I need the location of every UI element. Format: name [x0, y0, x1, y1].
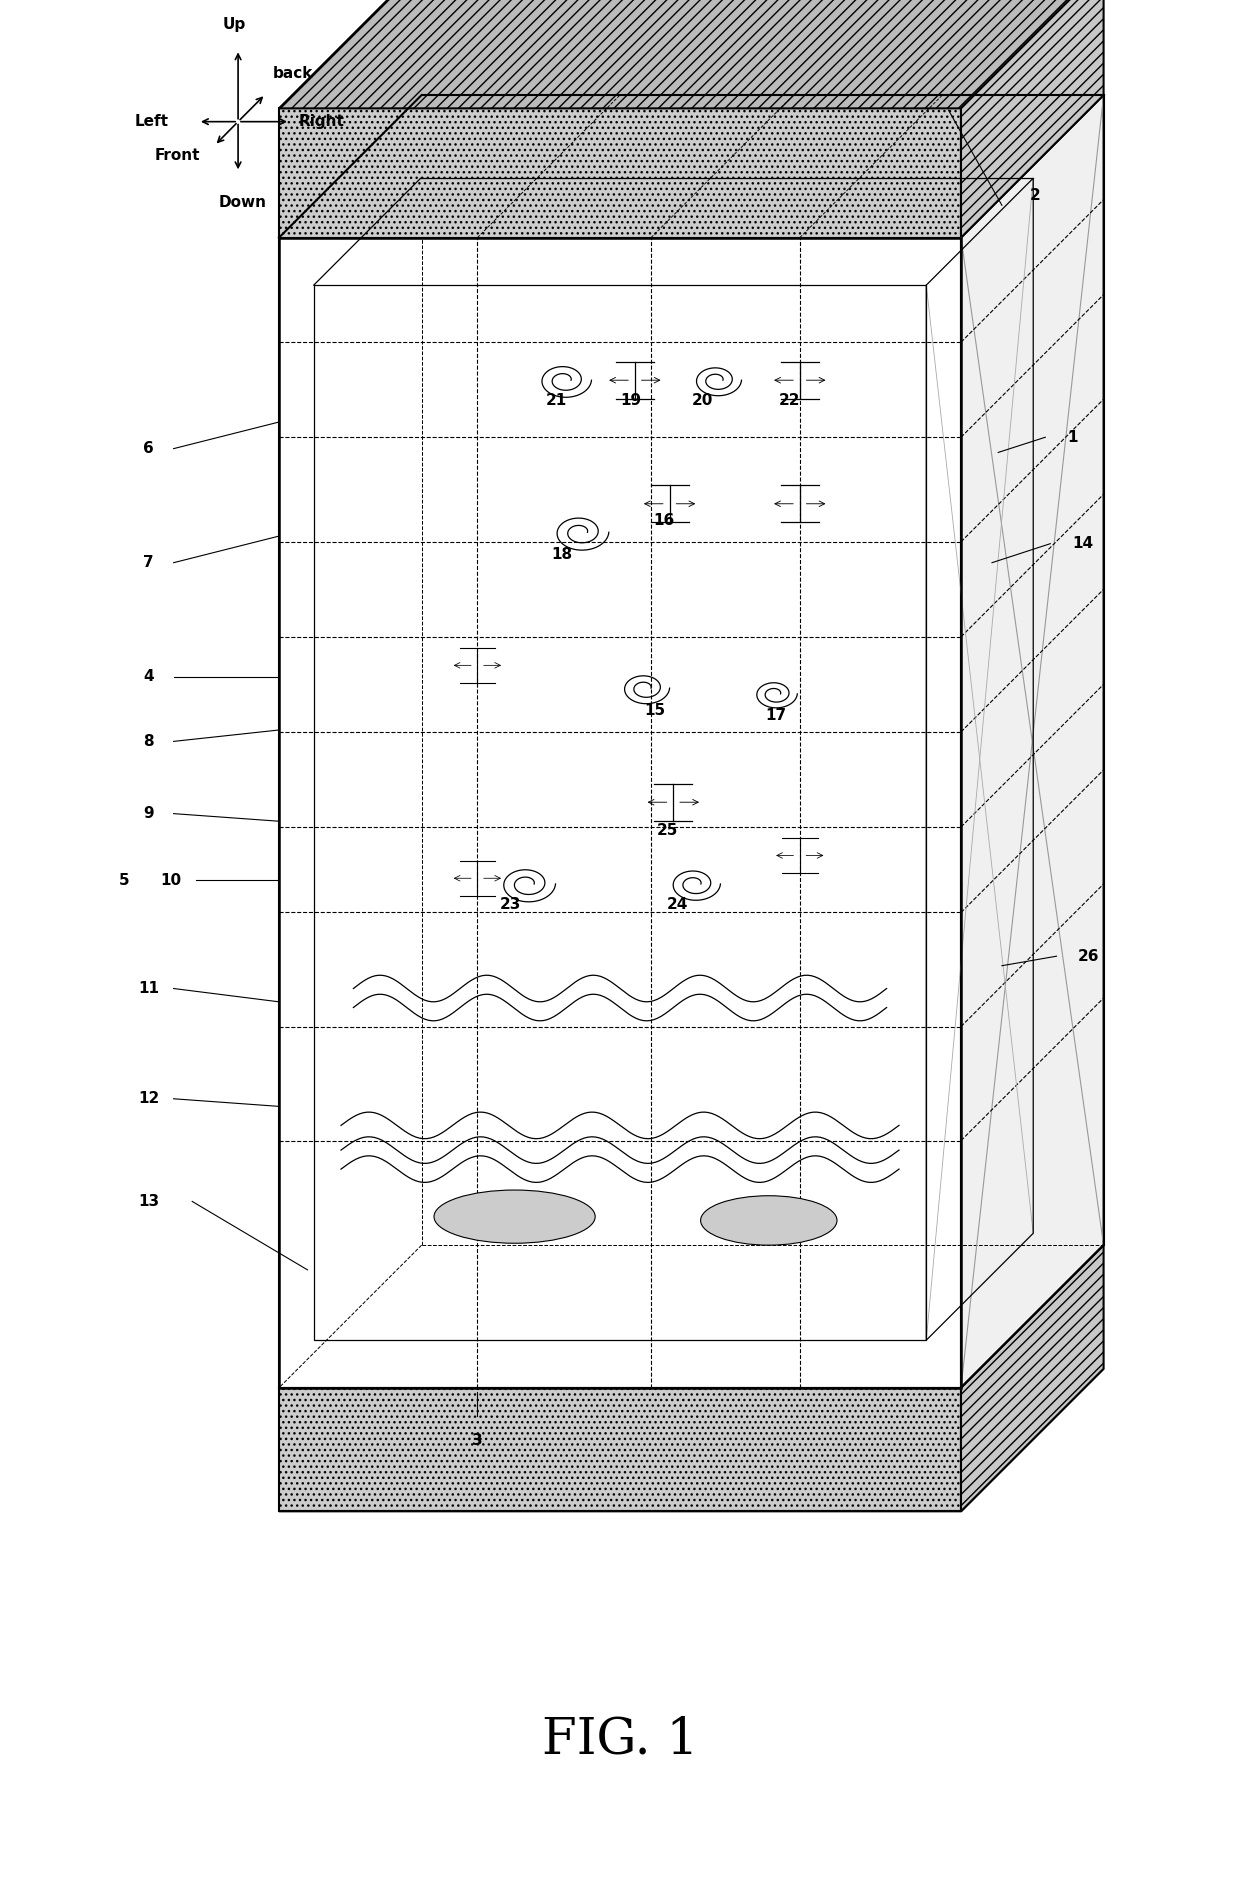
Text: Left: Left: [134, 114, 169, 129]
Text: 4: 4: [144, 669, 154, 684]
Bar: [279, 238, 961, 1388]
Text: 26: 26: [1078, 949, 1100, 964]
Text: 23: 23: [500, 897, 521, 912]
Text: Up: Up: [223, 17, 246, 32]
Text: 17: 17: [765, 709, 786, 724]
Text: 25: 25: [657, 823, 678, 838]
Text: 20: 20: [692, 394, 713, 409]
Text: 3: 3: [472, 1433, 482, 1449]
Text: 8: 8: [144, 734, 154, 749]
Text: 1: 1: [1068, 430, 1078, 445]
Polygon shape: [961, 1245, 1104, 1511]
Text: 14: 14: [1071, 536, 1094, 551]
Text: 5: 5: [119, 873, 129, 888]
Text: 24: 24: [667, 897, 688, 912]
Text: Front: Front: [155, 148, 200, 163]
Text: FIG. 1: FIG. 1: [542, 1715, 698, 1764]
Text: 18: 18: [552, 547, 573, 563]
Polygon shape: [279, 0, 1104, 108]
Text: 7: 7: [144, 555, 154, 570]
Polygon shape: [279, 1369, 1104, 1511]
Text: 9: 9: [144, 806, 154, 821]
Text: 10: 10: [160, 873, 182, 888]
Bar: [279, 238, 961, 1388]
Text: 2: 2: [1030, 188, 1040, 203]
Polygon shape: [279, 108, 961, 238]
Text: 22: 22: [779, 394, 800, 409]
Text: back: back: [273, 67, 314, 82]
Text: 16: 16: [653, 513, 675, 528]
Bar: [314, 285, 926, 1340]
Ellipse shape: [434, 1190, 595, 1243]
Text: Down: Down: [219, 196, 267, 211]
Ellipse shape: [701, 1196, 837, 1245]
Text: Right: Right: [299, 114, 345, 129]
Text: 12: 12: [138, 1091, 160, 1106]
Polygon shape: [961, 95, 1104, 1388]
Text: 11: 11: [139, 981, 159, 996]
Text: 13: 13: [138, 1194, 160, 1209]
Polygon shape: [961, 0, 1104, 238]
Text: 6: 6: [144, 441, 154, 456]
Text: 19: 19: [620, 394, 641, 409]
Polygon shape: [279, 1388, 961, 1511]
Text: 21: 21: [546, 394, 567, 409]
Text: 15: 15: [645, 703, 666, 719]
